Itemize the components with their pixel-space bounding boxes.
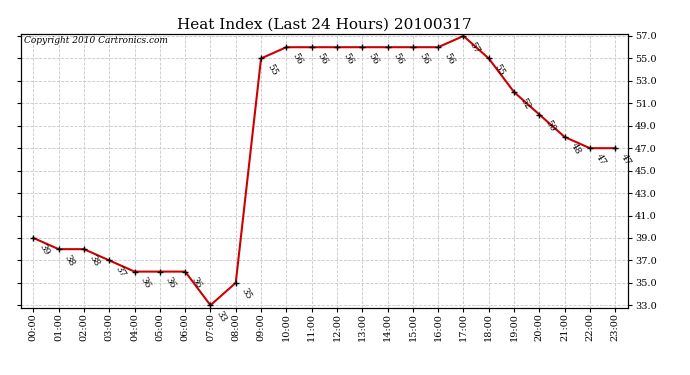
Text: 36: 36 bbox=[189, 276, 203, 290]
Text: 47: 47 bbox=[620, 152, 633, 167]
Text: 47: 47 bbox=[594, 152, 608, 167]
Text: 55: 55 bbox=[265, 63, 279, 77]
Text: 56: 56 bbox=[290, 51, 304, 66]
Text: 55: 55 bbox=[493, 63, 506, 77]
Text: 56: 56 bbox=[341, 51, 355, 66]
Text: 56: 56 bbox=[366, 51, 380, 66]
Text: 38: 38 bbox=[88, 254, 101, 268]
Text: 56: 56 bbox=[442, 51, 456, 66]
Text: 33: 33 bbox=[215, 309, 228, 324]
Text: 56: 56 bbox=[392, 51, 405, 66]
Text: 35: 35 bbox=[240, 287, 253, 302]
Text: 57: 57 bbox=[468, 40, 481, 55]
Title: Heat Index (Last 24 Hours) 20100317: Heat Index (Last 24 Hours) 20100317 bbox=[177, 17, 471, 31]
Text: 48: 48 bbox=[569, 141, 582, 156]
Text: Copyright 2010 Cartronics.com: Copyright 2010 Cartronics.com bbox=[23, 36, 168, 45]
Text: 39: 39 bbox=[37, 242, 51, 256]
Text: 36: 36 bbox=[139, 276, 152, 290]
Text: 56: 56 bbox=[417, 51, 431, 66]
Text: 52: 52 bbox=[518, 96, 532, 111]
Text: 38: 38 bbox=[63, 254, 77, 268]
Text: 50: 50 bbox=[544, 119, 557, 133]
Text: 36: 36 bbox=[164, 276, 177, 290]
Text: 56: 56 bbox=[316, 51, 329, 66]
Text: 37: 37 bbox=[113, 264, 127, 279]
